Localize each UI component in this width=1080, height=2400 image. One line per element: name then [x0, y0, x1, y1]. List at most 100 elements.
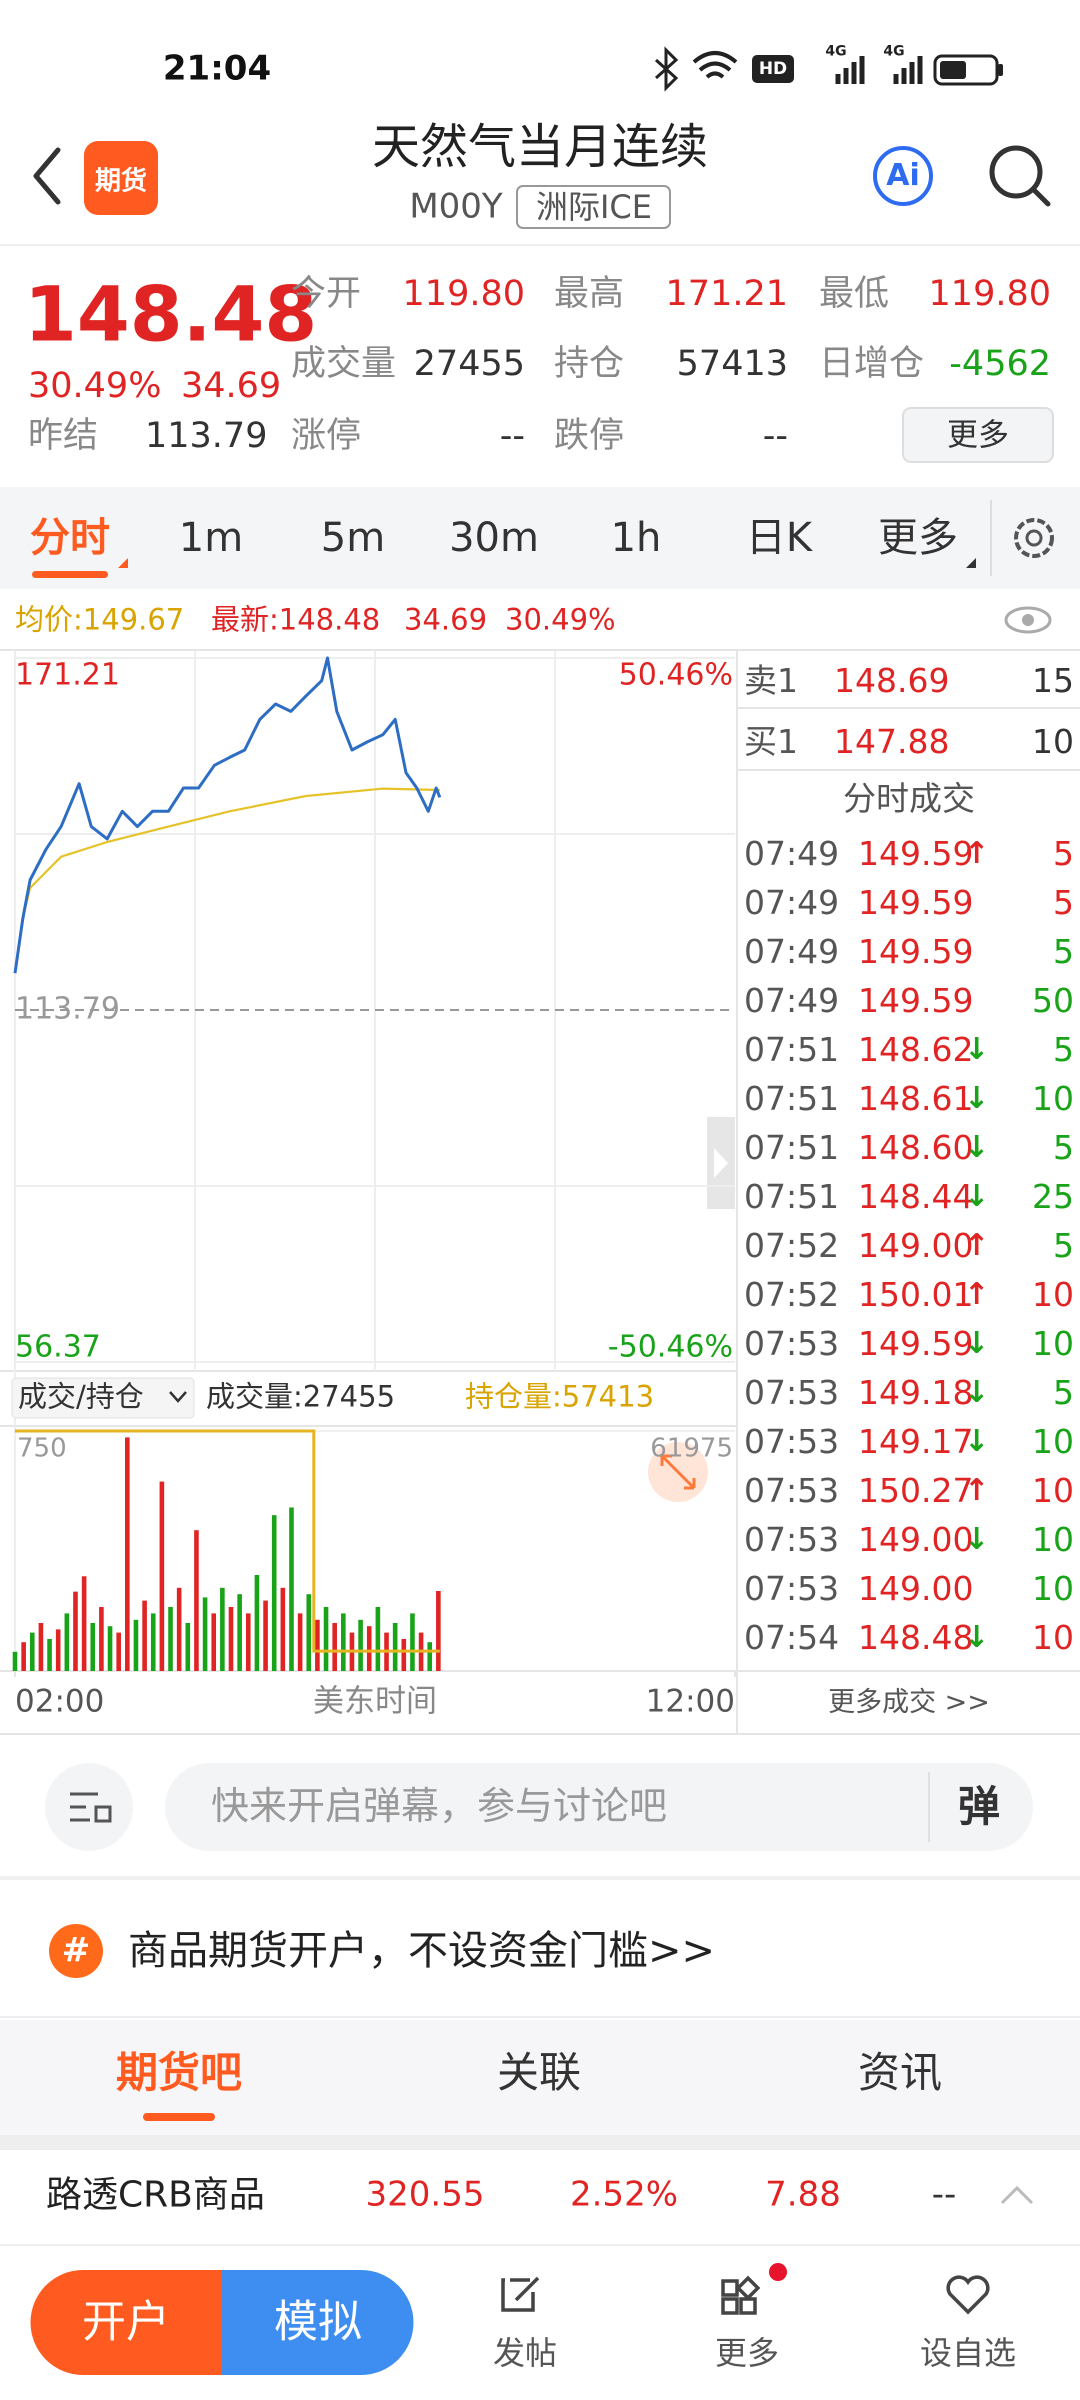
y-tick-label: 750: [17, 1434, 67, 1464]
period-tab[interactable]: 30m: [449, 515, 539, 561]
comment-toggle[interactable]: [45, 1763, 133, 1851]
collapse-caret[interactable]: [1000, 2185, 1034, 2205]
status-icon-label: HD: [758, 58, 788, 79]
quote-label: 成交量: [291, 344, 397, 384]
trade-direction: ↓: [964, 1375, 990, 1410]
volume-bar: [168, 1607, 173, 1671]
volume-bar: [29, 1632, 35, 1671]
watchlist-icon[interactable]: [946, 2275, 990, 2315]
settings-button[interactable]: [1014, 518, 1054, 558]
tab-dropdown-mark: [118, 558, 128, 568]
more-icon-tile: [735, 2275, 761, 2301]
promo-text[interactable]: 商品期货开户，不设资金门槛>>: [128, 1928, 716, 1974]
open-account-label[interactable]: 开户: [82, 2296, 170, 2348]
trade-time: 07:53: [744, 1373, 840, 1413]
y-tick-label: 171.21: [15, 658, 120, 693]
back-button[interactable]: [33, 147, 61, 205]
x-axis-label: 美东时间: [313, 1684, 437, 1720]
code-box: [516, 185, 671, 229]
volume-selector[interactable]: 成交/持仓: [18, 1379, 144, 1414]
trade-time: 07:51: [744, 1030, 840, 1070]
trade-direction: ↓: [964, 1081, 990, 1116]
section-tab[interactable]: 资讯: [857, 2047, 943, 2097]
trade-price: 149.59: [858, 1324, 974, 1364]
order-book-label: 买1: [744, 722, 798, 762]
trade-price: 149.17: [858, 1422, 974, 1462]
open-account-button[interactable]: [30, 2270, 223, 2375]
trade-price: 149.59: [858, 834, 974, 874]
volume-bar: [159, 1481, 165, 1671]
battery-level: [940, 61, 966, 79]
nav-item-label[interactable]: 设自选: [919, 2333, 1017, 2372]
volume-bar: [220, 1587, 225, 1671]
trade-price: 149.18: [858, 1373, 974, 1413]
danmaku-button[interactable]: 弹: [957, 1781, 1001, 1831]
volume-bar: [254, 1575, 260, 1671]
quote-value: -4562: [949, 344, 1051, 384]
trade-price: 149.59: [858, 883, 974, 923]
more-icon[interactable]: [721, 2279, 757, 2315]
nav-item-label[interactable]: 发帖: [492, 2333, 558, 2372]
trade-time: 07:51: [744, 1079, 840, 1119]
volume-bar: [133, 1619, 139, 1671]
comment-placeholder[interactable]: 快来开启弹幕，参与讨论吧: [211, 1784, 668, 1829]
trade-price: 148.62: [858, 1030, 974, 1070]
trade-qty: 5: [1053, 1128, 1074, 1168]
search-button[interactable]: [989, 145, 1043, 199]
volume-selector-box[interactable]: [11, 1377, 195, 1419]
eye-button[interactable]: [1004, 606, 1052, 634]
more-button[interactable]: [902, 407, 1054, 463]
trade-qty: 10: [1032, 1618, 1074, 1658]
volume-bar: [202, 1597, 208, 1671]
section-tab[interactable]: 期货吧: [115, 2047, 243, 2097]
trade-direction: ↑: [964, 1277, 990, 1312]
period-tab[interactable]: 分时: [30, 515, 110, 561]
quote-value: 119.80: [402, 274, 525, 314]
post-icon[interactable]: [501, 2276, 540, 2312]
quote-label: 今开: [291, 274, 362, 314]
hd-icon: [752, 55, 794, 83]
period-tab[interactable]: 日K: [745, 515, 813, 561]
trade-price: 150.27: [858, 1471, 974, 1511]
ticker-price: 320.55: [365, 2174, 485, 2215]
simulate-button[interactable]: [222, 2270, 414, 2375]
trade-price: 149.59: [858, 981, 974, 1021]
quote-value: 27455: [413, 344, 525, 384]
trade-price: 148.44: [858, 1177, 974, 1217]
simulate-label[interactable]: 模拟: [274, 2296, 362, 2348]
volume-bar: [427, 1642, 433, 1671]
nav-item-label[interactable]: 更多: [714, 2333, 780, 2372]
volume-bar: [194, 1530, 199, 1671]
section-tab-underline: [143, 2113, 215, 2121]
more-trades-link[interactable]: 更多成交 >>: [828, 1686, 990, 1718]
volume-bar: [323, 1607, 329, 1671]
quote-value: 171.21: [665, 274, 788, 314]
trade-qty: 10: [1032, 1471, 1074, 1511]
volume-bar: [73, 1591, 78, 1671]
trade-qty: 5: [1053, 1373, 1074, 1413]
volume-bar: [366, 1626, 372, 1671]
last-price: 148.48: [24, 269, 318, 359]
volume-bar: [38, 1623, 44, 1671]
y2-tick-label: -50.46%: [608, 1330, 733, 1365]
period-tab[interactable]: 5m: [320, 515, 386, 561]
volume-bar: [280, 1587, 286, 1671]
ai-button[interactable]: [873, 146, 933, 206]
trade-qty: 10: [1032, 1569, 1074, 1609]
comment-input[interactable]: [165, 1763, 1033, 1851]
more-button-label[interactable]: 更多: [947, 417, 1009, 454]
period-tab[interactable]: 更多: [878, 515, 958, 561]
volume-bar: [12, 1651, 18, 1671]
y-tick-label: 113.79: [15, 992, 120, 1027]
open-interest-line: [15, 1429, 440, 1653]
volume-bar: [297, 1613, 303, 1671]
trade-price: 149.59: [858, 932, 974, 972]
period-tab[interactable]: 1h: [610, 515, 662, 561]
ai-label[interactable]: Ai: [886, 158, 920, 193]
section-tab[interactable]: 关联: [496, 2047, 582, 2097]
volume-bar: [271, 1515, 277, 1671]
tab-bar-background: [0, 487, 1080, 589]
trade-direction: ↓: [964, 1130, 990, 1165]
period-tab[interactable]: 1m: [178, 515, 244, 561]
